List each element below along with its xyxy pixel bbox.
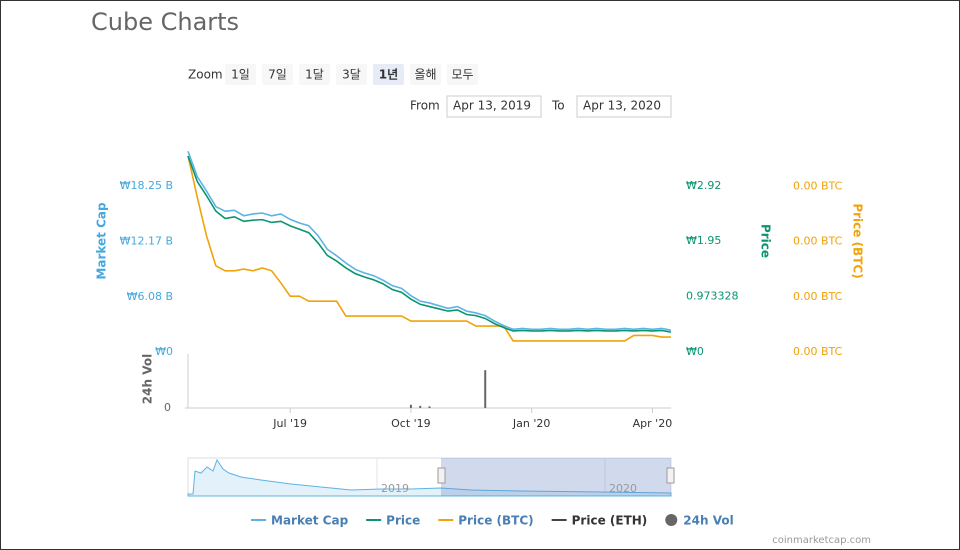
volume-bar (484, 370, 487, 408)
zoom-button-label: 올해 (414, 68, 436, 82)
series-line (187, 155, 672, 333)
credit: coinmarketcap.com (772, 535, 871, 546)
y-tick-label: ₩0 (686, 345, 704, 358)
to-label: To (551, 99, 565, 113)
zoom-button-label: 1년 (379, 68, 398, 82)
y-tick-label: ₩18.25 B (120, 179, 173, 192)
y-tick-label: 0 (164, 401, 171, 414)
y-tick-label: 0.00 BTC (793, 290, 843, 303)
to-date: Apr 13, 2020 (583, 99, 661, 113)
zoom-button[interactable] (262, 64, 293, 85)
from-input[interactable] (446, 95, 542, 118)
y-tick-label: ₩12.17 B (120, 234, 173, 247)
volume-bar (409, 404, 412, 408)
navigator-label: 2019 (381, 482, 409, 495)
from-label: From (410, 99, 440, 113)
series-line (187, 155, 671, 342)
x-tick-label: Jan '20 (512, 417, 550, 430)
navigator-handle[interactable] (437, 467, 446, 484)
axis-title: Market Cap (95, 202, 109, 280)
legend-label[interactable]: Price (ETH) (572, 514, 648, 528)
series-line (187, 150, 672, 331)
zoom-button-label: 모두 (451, 68, 473, 82)
legend-label[interactable]: Price (BTC) (458, 514, 533, 528)
navigator-series (187, 458, 672, 497)
y-tick-label: 0.00 BTC (793, 235, 843, 248)
zoom-button-label: 7일 (268, 68, 287, 82)
zoom-button-label: 1일 (231, 68, 250, 82)
zoom-label: Zoom (188, 68, 223, 82)
axis-title: Price (BTC) (851, 203, 865, 278)
zoom-button[interactable] (410, 64, 441, 85)
y-tick-label: ₩1.95 (686, 234, 721, 247)
x-tick-label: Apr '20 (633, 417, 673, 430)
zoom-button[interactable] (225, 64, 256, 85)
zoom-button[interactable] (447, 64, 478, 85)
legend-label[interactable]: Price (386, 514, 420, 528)
legend: Market Cap Price Price (BTC) Price (ETH) 24h… (251, 514, 734, 528)
navigator-handle[interactable] (666, 467, 675, 484)
y-tick-label: ₩0 (155, 345, 173, 358)
axis-title: 24h Vol (141, 354, 155, 404)
volume-bar (428, 406, 431, 408)
y-tick-label: 0.00 BTC (793, 345, 843, 358)
navigator-label: 2020 (609, 482, 637, 495)
zoom-button[interactable] (373, 64, 404, 85)
zoom-button-label: 3달 (342, 68, 361, 82)
x-tick-label: Oct '19 (391, 417, 431, 430)
axis-title: Price (759, 224, 773, 258)
to-input[interactable] (576, 95, 672, 118)
legend-label[interactable]: Market Cap (271, 514, 349, 528)
y-tick-label: 0.00 BTC (793, 179, 843, 192)
y-tick-label: 0.973328 (686, 290, 739, 303)
chart-title: Cube Charts (91, 8, 239, 36)
zoom-button[interactable] (336, 64, 367, 85)
legend-label[interactable]: 24h Vol (683, 514, 733, 528)
x-tick-label: Jul '19 (272, 417, 307, 430)
volume-bar (419, 405, 422, 408)
y-tick-label: ₩6.08 B (127, 290, 173, 303)
zoom-button[interactable] (299, 64, 330, 85)
y-tick-label: ₩2.92 (686, 179, 721, 192)
navigator-mask[interactable] (441, 458, 671, 496)
zoom-button-label: 1달 (305, 68, 324, 82)
from-date: Apr 13, 2019 (453, 99, 531, 113)
legend-swatch (665, 514, 678, 526)
